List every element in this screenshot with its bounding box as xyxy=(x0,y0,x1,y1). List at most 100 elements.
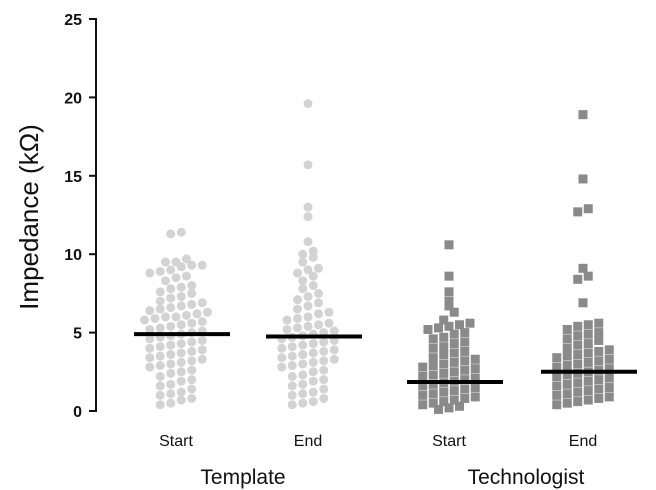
data-point-circle xyxy=(187,393,197,403)
data-point-circle xyxy=(293,304,302,314)
data-point-circle xyxy=(303,160,313,170)
data-point-circle xyxy=(145,306,155,316)
data-point-square xyxy=(470,392,480,402)
data-point-square xyxy=(460,365,470,375)
data-point-circle xyxy=(303,312,313,322)
y-axis-ticks: 0 5 10 15 20 25 xyxy=(64,12,96,421)
data-point-circle xyxy=(314,320,323,330)
data-point-square xyxy=(562,398,572,408)
data-point-circle xyxy=(187,260,197,270)
data-point-circle xyxy=(298,370,308,380)
x-tick-label: Start xyxy=(159,433,193,450)
data-point-circle xyxy=(298,398,308,408)
data-point-square xyxy=(552,362,562,372)
data-point-square xyxy=(552,353,562,363)
data-point-circle xyxy=(166,284,176,294)
data-point-circle xyxy=(187,384,197,394)
data-point-square xyxy=(418,381,428,391)
x-tick-label: End xyxy=(569,433,597,450)
data-point-square xyxy=(573,387,583,397)
data-point-circle xyxy=(308,357,318,367)
data-point-square xyxy=(604,373,614,383)
data-point-square xyxy=(594,384,604,394)
data-point-circle xyxy=(155,372,165,382)
data-point-circle xyxy=(166,340,176,350)
data-point-circle xyxy=(176,387,186,397)
data-point-square xyxy=(594,328,604,338)
data-point-square xyxy=(594,375,604,385)
data-point-circle xyxy=(319,384,329,394)
data-point-square xyxy=(573,321,583,331)
data-point-circle xyxy=(303,321,313,331)
data-point-circle xyxy=(303,212,313,222)
data-point-circle xyxy=(176,282,186,292)
data-point-circle xyxy=(287,351,297,361)
data-point-square xyxy=(418,390,428,400)
data-point-circle xyxy=(329,326,339,336)
data-point-square xyxy=(428,361,438,371)
data-point-circle xyxy=(171,273,181,283)
y-tick-label: 5 xyxy=(73,326,82,343)
data-points-layer xyxy=(140,99,614,414)
data-point-circle xyxy=(324,318,334,328)
data-point-square xyxy=(470,373,480,383)
data-point-square xyxy=(578,174,588,184)
data-point-square xyxy=(583,339,593,349)
data-point-circle xyxy=(298,379,308,389)
data-point-circle xyxy=(145,362,155,372)
data-point-circle xyxy=(166,303,176,313)
data-point-circle xyxy=(155,400,165,410)
y-tick-label: 0 xyxy=(73,404,82,421)
group-label-template: Template xyxy=(200,466,285,489)
data-point-square xyxy=(552,381,562,391)
data-point-circle xyxy=(176,227,186,237)
data-point-square xyxy=(583,204,593,214)
data-point-square xyxy=(423,324,433,334)
data-point-circle xyxy=(187,288,197,298)
data-point-square xyxy=(552,390,562,400)
y-tick-label: 20 xyxy=(64,90,82,107)
data-point-square xyxy=(444,301,454,311)
data-point-square xyxy=(583,329,593,339)
data-point-square xyxy=(470,354,480,364)
data-point-square xyxy=(428,334,438,344)
data-point-square xyxy=(470,382,480,392)
data-point-circle xyxy=(176,376,186,386)
data-point-circle xyxy=(161,312,170,322)
data-point-square xyxy=(460,328,470,338)
data-point-square xyxy=(444,271,454,281)
data-point-square xyxy=(428,389,438,399)
data-point-circle xyxy=(176,320,186,330)
data-point-circle xyxy=(277,362,287,372)
data-point-circle xyxy=(140,315,149,325)
data-point-circle xyxy=(176,367,186,377)
data-point-circle xyxy=(145,268,155,278)
data-point-square xyxy=(573,274,583,284)
data-point-circle xyxy=(329,345,339,355)
data-point-circle xyxy=(155,342,165,352)
y-tick-label: 15 xyxy=(64,169,82,186)
data-point-square xyxy=(594,356,604,366)
data-point-circle xyxy=(319,356,329,366)
data-point-square xyxy=(573,359,583,369)
data-point-circle xyxy=(308,376,318,386)
data-point-circle xyxy=(298,350,308,360)
data-point-square xyxy=(583,271,593,281)
data-point-square xyxy=(594,335,604,345)
data-point-square xyxy=(444,403,454,413)
data-point-square xyxy=(460,375,470,385)
data-point-circle xyxy=(293,323,302,333)
data-point-square xyxy=(428,379,438,389)
data-point-circle xyxy=(145,353,155,363)
data-point-square xyxy=(562,361,572,371)
data-point-circle xyxy=(314,298,323,308)
data-point-circle xyxy=(282,315,292,325)
data-point-square xyxy=(562,370,572,380)
data-point-circle xyxy=(166,389,176,399)
data-point-circle xyxy=(166,229,176,239)
data-point-circle xyxy=(166,265,176,275)
data-point-circle xyxy=(187,299,197,309)
data-point-square xyxy=(583,320,593,330)
data-point-circle xyxy=(287,342,297,352)
